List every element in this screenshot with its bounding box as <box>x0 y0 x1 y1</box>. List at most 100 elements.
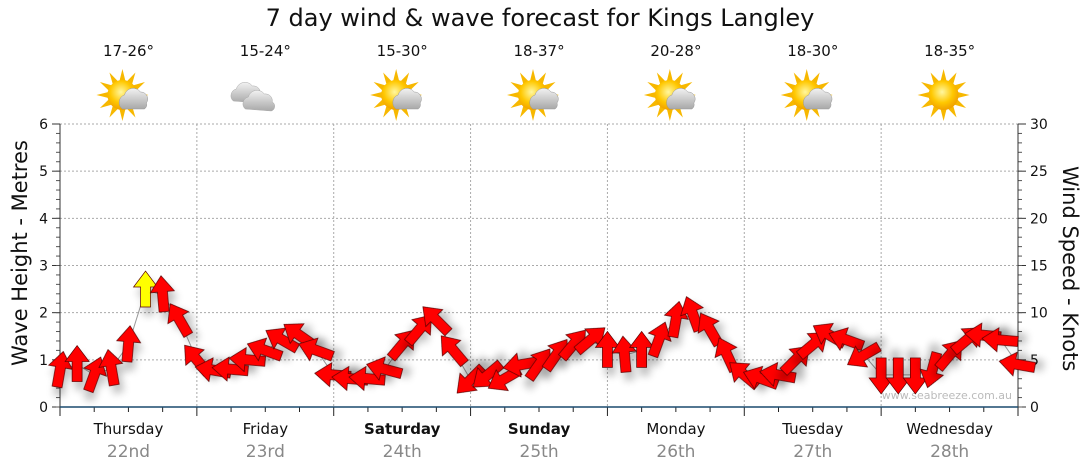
right-axis-tick-label: 0 <box>1030 400 1039 416</box>
right-axis-title: Wind Speed - Knots <box>1058 166 1080 372</box>
wind-arrow <box>742 365 780 390</box>
sun-ray <box>793 72 803 85</box>
wind-arrow <box>919 351 945 389</box>
sun-cloud-icon <box>96 69 149 121</box>
wind-arrow <box>828 327 866 352</box>
day-name-label: Sunday <box>507 420 571 438</box>
sun-ray <box>370 92 383 98</box>
cloud-shape <box>392 88 422 110</box>
wind-arrow <box>98 349 124 387</box>
sun-ray <box>666 109 673 121</box>
sun-ray <box>530 109 536 121</box>
cloud-shape <box>242 90 275 112</box>
sun-ray <box>393 69 400 81</box>
left-axis-tick-label: 5 <box>39 164 48 180</box>
right-axis-tick-label: 10 <box>1030 306 1048 322</box>
sun-ray <box>803 109 810 121</box>
sun-ray <box>940 69 947 81</box>
sun-ray <box>674 72 683 85</box>
cloud-shape <box>666 88 696 110</box>
sun-ray <box>99 99 112 108</box>
right-axis-tick-label: 25 <box>1030 164 1048 180</box>
day-name-label: Friday <box>242 420 289 438</box>
sun-ray <box>119 109 126 121</box>
right-axis-tick-label: 15 <box>1030 259 1048 275</box>
sun-ray <box>126 72 136 85</box>
left-axis-tick-label: 2 <box>39 306 48 322</box>
right-axis-tick-label: 20 <box>1030 211 1048 227</box>
right-axis-tick-label: 30 <box>1030 117 1048 133</box>
sun-ray <box>507 92 519 98</box>
day-date-label: 24th <box>382 442 422 462</box>
wind-arrow <box>611 335 637 373</box>
wind-arrow <box>228 346 266 373</box>
sun-ray <box>656 105 666 118</box>
day-temperature: 20-28° <box>650 42 702 60</box>
wind-arrow <box>149 275 176 313</box>
day-date-label: 26th <box>656 442 696 462</box>
day-date-label: 25th <box>519 442 559 462</box>
sun-icon <box>917 69 970 121</box>
day-name-label: Tuesday <box>782 420 844 438</box>
sun-ray <box>930 72 940 85</box>
sun-ray <box>666 69 673 81</box>
wind-arrow <box>298 337 335 362</box>
day-date-label: 22nd <box>106 442 151 462</box>
cloud-icon <box>230 82 275 112</box>
sun-ray <box>940 109 947 121</box>
left-axis-tick-label: 0 <box>39 400 48 416</box>
sun-ray <box>811 72 820 85</box>
sun-ray <box>793 105 803 118</box>
left-axis-tick-label: 6 <box>39 117 48 133</box>
chart-title: 7 day wind & wave forecast for Kings Lan… <box>265 4 815 32</box>
cloud-shape <box>803 88 833 110</box>
sun-cloud-icon <box>643 69 696 121</box>
sun-ray <box>954 99 967 108</box>
sun-ray <box>947 105 957 118</box>
day-name-label: Thursday <box>93 420 164 438</box>
sun-ray <box>109 72 119 85</box>
sun-ray <box>530 69 536 81</box>
wind-arrow <box>64 344 90 382</box>
sun-ray <box>510 99 523 108</box>
sun-ray <box>954 82 967 91</box>
sun-ray <box>373 99 386 108</box>
sun-ray <box>647 99 660 108</box>
sun-ray <box>784 82 797 91</box>
sun-ray <box>917 92 930 98</box>
cloud-shape <box>118 88 148 110</box>
wind-arrow <box>847 341 882 368</box>
sun-ray <box>957 92 970 98</box>
sun-ray <box>537 72 546 85</box>
day-temperature: 18-35° <box>924 42 976 60</box>
day-name-label: Monday <box>646 420 706 438</box>
wind-arrow <box>366 356 404 381</box>
sun-ray <box>656 72 666 85</box>
day-temperature: 15-30° <box>376 42 428 60</box>
wind-arrow <box>348 365 386 392</box>
sun-ray <box>520 72 529 85</box>
right-axis-tick-label: 5 <box>1030 353 1039 369</box>
day-temperature: 18-30° <box>787 42 839 60</box>
wind-arrow <box>116 325 142 363</box>
sun-ray <box>647 82 660 91</box>
day-date-label: 23rd <box>245 442 285 462</box>
sun-cloud-icon <box>780 69 833 121</box>
sun-ray <box>99 82 112 91</box>
watermark: www.seabreeze.com.au <box>882 389 1012 402</box>
wind-arrow <box>246 337 284 362</box>
wind-arrow <box>759 361 797 387</box>
sun-cloud-icon <box>370 69 423 121</box>
sun-ray <box>921 82 933 91</box>
sun-ray <box>780 92 793 98</box>
sun-ray <box>930 105 940 118</box>
sun-cloud-icon <box>507 69 559 121</box>
day-name-label: Saturday <box>364 420 441 438</box>
left-axis-tick-label: 1 <box>39 353 48 369</box>
sun-ray <box>643 92 656 98</box>
sun-ray <box>383 72 392 85</box>
sun-ray <box>520 105 529 118</box>
sun-ray <box>96 92 109 98</box>
day-temperature: 15-24° <box>239 42 291 60</box>
